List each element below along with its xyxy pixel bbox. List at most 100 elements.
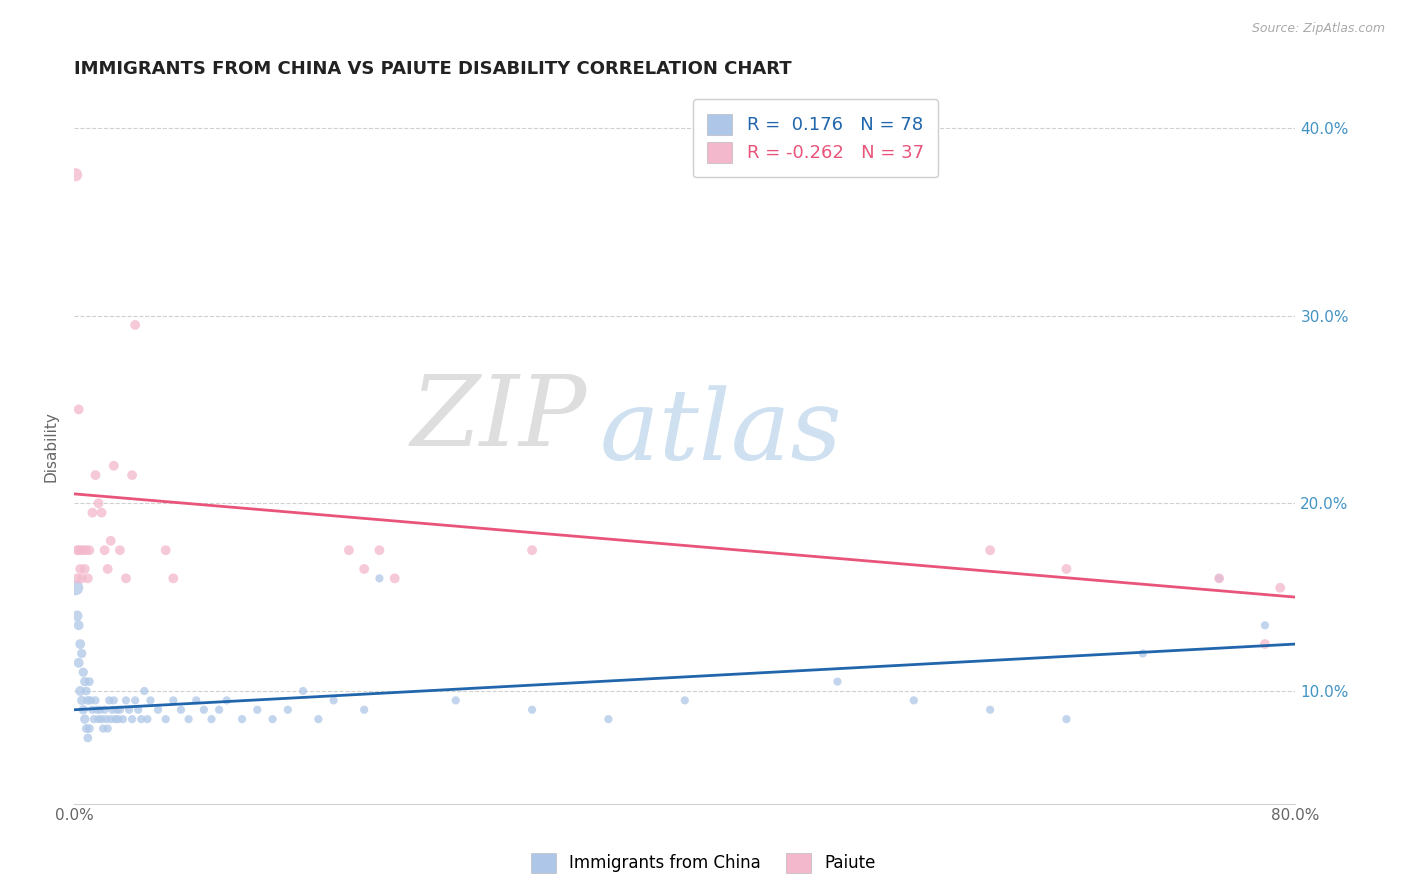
Point xyxy=(368,571,391,585)
Point xyxy=(72,543,94,558)
Text: IMMIGRANTS FROM CHINA VS PAIUTE DISABILITY CORRELATION CHART: IMMIGRANTS FROM CHINA VS PAIUTE DISABILI… xyxy=(75,60,792,78)
Point xyxy=(105,703,128,717)
Point xyxy=(353,703,375,717)
Point xyxy=(124,693,146,707)
Point xyxy=(193,703,215,717)
Point xyxy=(87,712,110,726)
Point xyxy=(79,722,101,736)
Point xyxy=(67,402,90,417)
Point xyxy=(82,506,104,520)
Point xyxy=(1132,647,1154,661)
Point xyxy=(97,562,120,576)
Point xyxy=(84,693,107,707)
Point xyxy=(101,703,124,717)
Point xyxy=(103,693,125,707)
Point xyxy=(87,496,110,510)
Point xyxy=(76,693,98,707)
Point xyxy=(292,684,315,698)
Point xyxy=(83,712,105,726)
Point xyxy=(277,703,299,717)
Point xyxy=(170,703,193,717)
Point xyxy=(93,543,115,558)
Point xyxy=(76,571,98,585)
Point xyxy=(903,693,925,707)
Point xyxy=(262,712,284,726)
Point xyxy=(66,571,89,585)
Point xyxy=(108,703,131,717)
Point xyxy=(76,731,98,745)
Point xyxy=(231,712,253,726)
Point xyxy=(89,703,111,717)
Point xyxy=(70,647,93,661)
Text: ZIP: ZIP xyxy=(411,371,588,466)
Point xyxy=(65,168,87,182)
Point xyxy=(70,543,93,558)
Point xyxy=(115,693,138,707)
Point xyxy=(103,458,125,473)
Point xyxy=(115,571,138,585)
Point xyxy=(136,712,159,726)
Point xyxy=(979,543,1001,558)
Point xyxy=(322,693,344,707)
Point xyxy=(79,543,101,558)
Point xyxy=(215,693,238,707)
Point xyxy=(134,684,156,698)
Point xyxy=(86,703,108,717)
Point xyxy=(1208,571,1230,585)
Point xyxy=(72,665,94,680)
Legend: Immigrants from China, Paiute: Immigrants from China, Paiute xyxy=(524,847,882,880)
Y-axis label: Disability: Disability xyxy=(44,411,58,483)
Point xyxy=(827,674,849,689)
Point xyxy=(67,543,90,558)
Point xyxy=(127,703,149,717)
Point xyxy=(72,703,94,717)
Point xyxy=(90,712,112,726)
Point xyxy=(353,562,375,576)
Point xyxy=(186,693,208,707)
Point xyxy=(66,608,89,623)
Point xyxy=(69,637,91,651)
Point xyxy=(520,703,543,717)
Point xyxy=(73,712,96,726)
Point xyxy=(1254,618,1277,632)
Point xyxy=(1254,637,1277,651)
Point xyxy=(121,468,143,483)
Point xyxy=(97,722,120,736)
Point xyxy=(979,703,1001,717)
Point xyxy=(90,506,112,520)
Point xyxy=(91,722,114,736)
Point xyxy=(368,543,391,558)
Point xyxy=(104,712,127,726)
Point xyxy=(673,693,696,707)
Point xyxy=(129,712,152,726)
Point xyxy=(66,543,89,558)
Point xyxy=(1208,571,1230,585)
Point xyxy=(67,656,90,670)
Point xyxy=(96,712,118,726)
Point xyxy=(520,543,543,558)
Point xyxy=(444,693,467,707)
Point xyxy=(155,543,177,558)
Point xyxy=(200,712,222,726)
Point xyxy=(65,581,87,595)
Point xyxy=(146,703,169,717)
Point xyxy=(307,712,329,726)
Point xyxy=(246,703,269,717)
Point xyxy=(73,674,96,689)
Legend: R =  0.176   N = 78, R = -0.262   N = 37: R = 0.176 N = 78, R = -0.262 N = 37 xyxy=(693,99,938,178)
Point xyxy=(598,712,620,726)
Point xyxy=(73,562,96,576)
Point xyxy=(155,712,177,726)
Point xyxy=(111,712,134,726)
Point xyxy=(93,703,115,717)
Point xyxy=(107,712,129,726)
Point xyxy=(79,674,101,689)
Point xyxy=(75,543,97,558)
Point xyxy=(177,712,200,726)
Text: atlas: atlas xyxy=(599,385,842,480)
Point xyxy=(98,693,121,707)
Text: Source: ZipAtlas.com: Source: ZipAtlas.com xyxy=(1251,22,1385,36)
Point xyxy=(118,703,141,717)
Point xyxy=(75,722,97,736)
Point xyxy=(208,703,231,717)
